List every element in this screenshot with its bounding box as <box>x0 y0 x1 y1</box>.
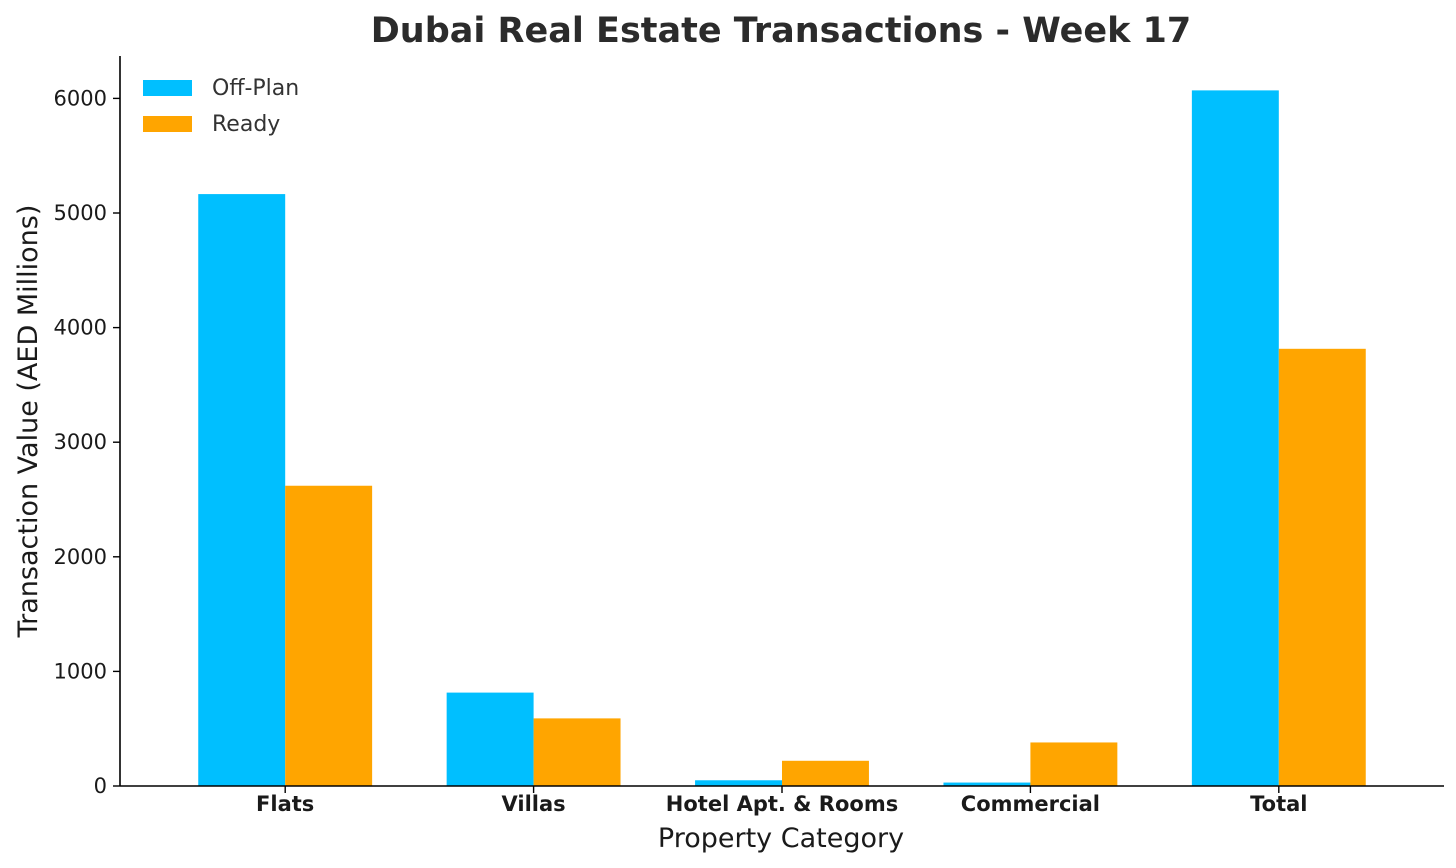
bar-ready-hotel-apt-rooms <box>782 760 869 786</box>
bar-off-plan-villas <box>446 692 534 786</box>
y-tick-label: 0 <box>94 774 107 798</box>
bar-off-plan-commercial <box>943 782 1031 786</box>
y-tick-label: 6000 <box>54 86 107 110</box>
bars-group <box>198 90 1366 787</box>
bar-off-plan-hotel-apt-rooms <box>695 780 782 786</box>
x-tick-label: Flats <box>256 792 314 816</box>
legend-label: Ready <box>212 112 280 137</box>
y-axis-label: Transaction Value (AED Millions) <box>13 205 44 639</box>
bar-ready-total <box>1278 348 1366 786</box>
y-tick-label: 4000 <box>54 316 107 340</box>
x-tick-label: Total <box>1250 792 1307 816</box>
y-tick-label: 5000 <box>54 201 107 225</box>
bar-ready-flats <box>285 485 373 786</box>
x-axis-label: Property Category <box>658 823 904 854</box>
y-tick-label: 3000 <box>54 430 107 454</box>
bar-off-plan-total <box>1191 90 1279 787</box>
axes-group: 0 1000 2000 3000 4000 5000 6000 Flats Villas Hote… <box>54 56 1444 816</box>
legend: Off-Plan Ready <box>143 76 299 137</box>
legend-label: Off-Plan <box>212 76 299 101</box>
chart-title: Dubai Real Estate Transactions - Week 17 <box>371 11 1192 51</box>
x-tick-label: Commercial <box>961 792 1100 816</box>
y-tick-label: 2000 <box>54 545 107 569</box>
legend-swatch-ready <box>143 116 192 132</box>
legend-swatch-off-plan <box>143 80 192 96</box>
y-tick-label: 1000 <box>54 659 107 683</box>
bar-ready-commercial <box>1030 742 1118 786</box>
x-tick-label: Villas <box>502 792 566 816</box>
bar-off-plan-flats <box>198 194 286 786</box>
bar-ready-villas <box>533 718 621 786</box>
x-tick-label: Hotel Apt. & Rooms <box>666 792 898 816</box>
